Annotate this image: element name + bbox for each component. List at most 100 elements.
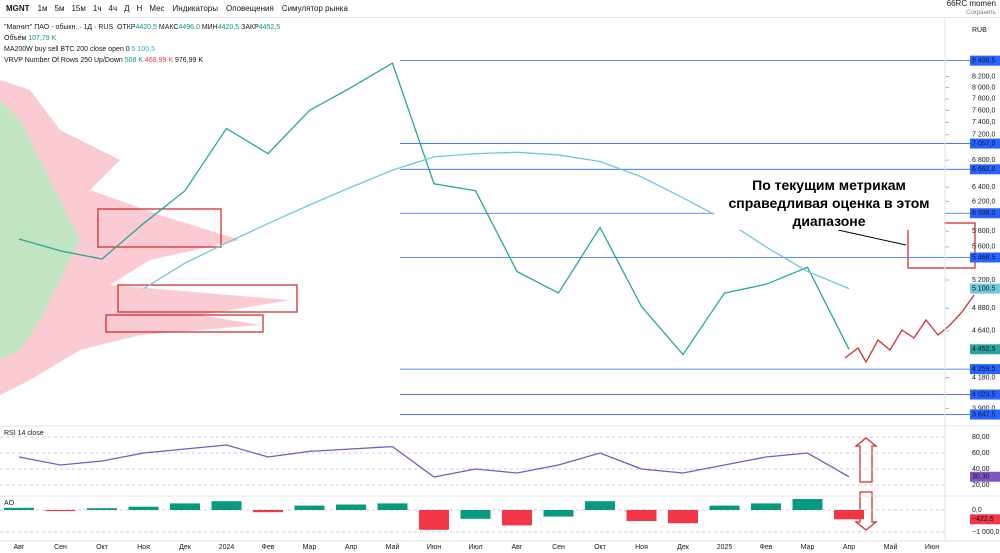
volume-profile — [0, 80, 290, 395]
level-label: 5 468,5 — [972, 254, 995, 261]
pane-title: RSI 14 close — [4, 430, 44, 437]
lbl: МИН — [201, 24, 218, 31]
val: 508 K — [124, 57, 144, 64]
x-tick-label: Июн — [925, 544, 939, 551]
layout[interactable]: 66RC momen Сохранить — [947, 0, 1000, 17]
val: 468,99 K — [145, 57, 174, 64]
val: 107,79 K — [28, 35, 57, 42]
y-tick-label: −1 000,0 — [972, 529, 1000, 536]
y-tick-label: 5 600,0 — [972, 244, 995, 251]
lbl: МАКС — [158, 24, 179, 31]
level-tag — [970, 208, 1000, 219]
interval[interactable]: Д — [124, 4, 130, 13]
y-tick-label: 60,00 — [972, 450, 990, 457]
x-tick-label: 2025 — [717, 544, 733, 551]
symbol[interactable]: MGNT — [6, 4, 30, 13]
lbl: VRVP Number Of Rows 250 Up/Down — [4, 57, 123, 64]
y-tick-label: 3 900,0 — [972, 405, 995, 412]
x-tick-label: Май — [386, 543, 400, 551]
val: 4420,5 — [217, 24, 240, 31]
interval[interactable]: Мес — [149, 4, 165, 13]
ao-bar — [128, 506, 159, 510]
level-label: 4 023,5 — [972, 391, 995, 398]
interval[interactable]: 1ч — [92, 4, 102, 13]
x-tick-label: Июл — [468, 544, 482, 551]
x-tick-label: Июн — [427, 544, 441, 551]
value-tag — [970, 283, 1000, 294]
ao-bar — [460, 510, 491, 519]
x-tick-label: Окт — [594, 544, 607, 551]
lbl: Объём — [4, 35, 27, 42]
ao-bar — [792, 499, 823, 510]
y-tick-label: 7 600,0 — [972, 107, 995, 114]
x-tick-label: Ноя — [635, 544, 648, 551]
ao-bar — [709, 505, 740, 510]
level-label: 6 038,0 — [972, 210, 995, 217]
x-tick-label: Фев — [760, 544, 773, 551]
alerts-button[interactable]: Оповещения — [226, 4, 274, 13]
level-tag — [970, 55, 1000, 66]
y-tick-label: 20,00 — [972, 482, 990, 489]
legend-title: "Магнит" ПАО - обыкн. · 1Д · RUS — [4, 24, 114, 31]
simulator-button[interactable]: Симулятор рынка — [281, 4, 348, 13]
x-tick-label: Дек — [677, 544, 690, 551]
val: 4420,5 — [135, 24, 157, 31]
ao-bar — [543, 510, 574, 517]
level-label: 3 847,5 — [972, 411, 995, 418]
ao-bar — [585, 501, 615, 510]
interval[interactable]: 15м — [71, 4, 86, 13]
value-label: −422,5 — [972, 516, 994, 523]
annotation: По текущим метрикам справедливая оценка … — [714, 176, 944, 230]
y-tick-label: 4 880,0 — [972, 305, 995, 312]
lbl: ОТКР — [117, 24, 136, 31]
interval[interactable]: Н — [136, 4, 143, 13]
pane-title: AO — [4, 500, 15, 507]
x-tick-label: Авг — [14, 544, 25, 551]
lbl: ЗАКР — [241, 24, 259, 31]
indicators-button[interactable]: Индикаторы — [172, 4, 219, 13]
val: 976,99 K — [174, 57, 204, 64]
ao-bar — [170, 503, 200, 510]
y-tick-label: 5 800,0 — [972, 228, 995, 235]
save-label: Сохранить — [966, 10, 996, 16]
value-tag — [970, 344, 1000, 355]
ao-bar — [336, 504, 366, 510]
interval[interactable]: 4ч — [108, 4, 118, 13]
currency: RUB — [972, 27, 987, 34]
val: 4452,5 — [258, 24, 281, 31]
ao-bar — [211, 501, 242, 510]
x-tick-label: Окт — [96, 544, 109, 551]
level-tag — [970, 252, 1000, 263]
y-tick-label: 0,0 — [972, 507, 982, 514]
value-label: 30,30 — [972, 474, 990, 481]
x-tick-label: Сен — [54, 544, 67, 551]
x-tick-label: Мар — [303, 544, 317, 551]
toolbar: MGNT 1м 5м 15м 1ч 4ч Д Н Мес Индикаторы Оповеще… — [0, 0, 1000, 18]
interval[interactable]: 5м — [54, 4, 65, 13]
x-tick-label: Мар — [801, 544, 815, 551]
y-tick-label: 6 400,0 — [972, 184, 995, 191]
forecast — [844, 294, 975, 364]
ao-bar — [87, 508, 117, 510]
intervals: 1м 5м 15м 1ч 4ч Д Н Мес — [38, 4, 165, 13]
x-tick-label: Май — [884, 543, 898, 551]
series-line — [18, 444, 850, 478]
series-line — [18, 62, 850, 356]
ao-bar — [668, 510, 698, 524]
ao-bar — [45, 510, 76, 512]
y-tick-label: 8 000,0 — [972, 84, 995, 91]
x-tick-label: Апр — [345, 544, 357, 551]
val: 4496,0 — [178, 24, 200, 31]
x-tick-label: Фев — [262, 544, 275, 551]
ao-bar — [751, 503, 781, 510]
y-tick-label: 7 400,0 — [972, 119, 995, 126]
y-tick-label: 4 640,0 — [972, 328, 995, 335]
interval[interactable]: 1м — [37, 4, 48, 13]
y-tick-label: 7 800,0 — [972, 96, 995, 103]
level-label: 7 057,0 — [972, 140, 995, 147]
box — [105, 314, 264, 333]
ao-bar — [253, 510, 283, 513]
layout-name: 66RC momen — [946, 0, 996, 8]
